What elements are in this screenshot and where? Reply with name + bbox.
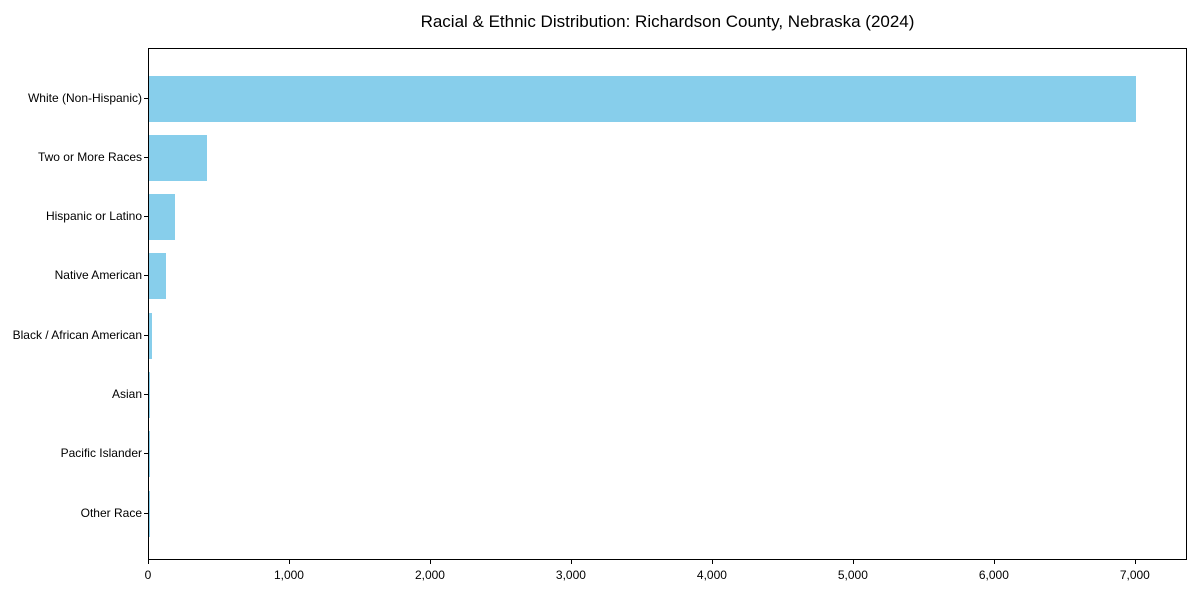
y-tick	[144, 216, 148, 218]
x-tick	[711, 560, 713, 564]
x-tick	[993, 560, 995, 564]
y-axis-label: Black / African American	[12, 327, 142, 342]
chart-title: Racial & Ethnic Distribution: Richardson…	[420, 12, 915, 31]
x-axis-label: 7,000	[1119, 568, 1150, 582]
y-axis-label: Pacific Islander	[60, 446, 142, 461]
x-axis-label: 6,000	[978, 568, 1009, 582]
x-tick	[1134, 560, 1136, 564]
bar	[149, 253, 166, 300]
y-tick	[144, 156, 148, 158]
y-tick	[144, 334, 148, 336]
y-tick	[144, 453, 148, 455]
bar	[149, 134, 207, 181]
y-axis-label: Native American	[54, 268, 142, 283]
x-axis-label: 4,000	[696, 568, 727, 582]
bar	[149, 372, 151, 418]
bar	[149, 194, 176, 241]
y-axis-label: Two or More Races	[37, 149, 142, 164]
y-axis-label: Hispanic or Latino	[45, 209, 142, 224]
y-tick	[144, 394, 148, 395]
x-axis-label: 2,000	[414, 568, 445, 582]
x-tick	[288, 560, 290, 564]
y-axis-label: Other Race	[80, 505, 142, 520]
y-tick	[144, 97, 148, 99]
x-tick	[148, 560, 149, 564]
bar	[149, 312, 152, 359]
x-axis-label: 1,000	[273, 568, 304, 582]
y-axis-label: Asian	[111, 387, 142, 401]
x-tick	[852, 560, 854, 564]
y-tick	[144, 512, 148, 514]
x-axis-label: 5,000	[837, 568, 868, 582]
x-axis-label: 0	[144, 568, 152, 582]
x-tick	[570, 560, 572, 564]
y-axis-label: White (Non-Hispanic)	[27, 90, 142, 105]
x-axis-label: 3,000	[555, 568, 586, 582]
y-tick	[144, 275, 148, 277]
x-tick	[429, 560, 431, 564]
plot-area	[148, 48, 1187, 560]
bar	[149, 75, 1136, 122]
